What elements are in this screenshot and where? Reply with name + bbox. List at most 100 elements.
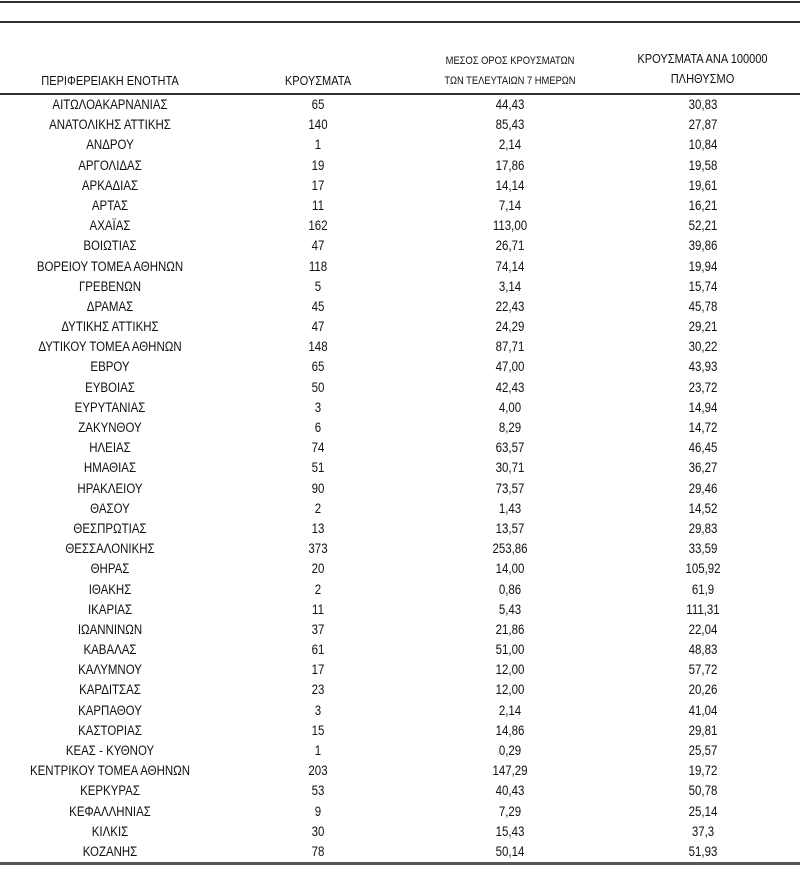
cell-region: ΚΑΡΠΑΘΟΥ (78, 702, 142, 718)
table-row: ΘΕΣΣΑΛΟΝΙΚΗΣ 373 253,86 33,59 (0, 539, 800, 559)
cell-cases: 2 (314, 500, 322, 516)
cell-avg7: 253,86 (492, 541, 528, 557)
header-region: ΠΕΡΙΦΕΡΕΙΑΚΗ ΕΝΟΤΗΤΑ (41, 73, 179, 88)
cell-avg7: 8,29 (498, 420, 522, 435)
cell-per100k: 23,72 (688, 379, 718, 395)
cell-per100k: 30,22 (688, 339, 718, 355)
cell-per100k: 39,86 (688, 238, 718, 254)
cell-avg7: 87,71 (495, 339, 525, 355)
cell-region: ΚΙΛΚΙΣ (91, 823, 129, 839)
table-row: ΔΥΤΙΚΟΥ ΤΟΜΕΑ ΑΘΗΝΩΝ 148 87,71 30,22 (0, 337, 800, 357)
cell-per100k: 15,74 (688, 278, 718, 294)
table-row: ΚΑΡΔΙΤΣΑΣ 23 12,00 20,26 (0, 680, 800, 700)
cell-per100k: 19,61 (688, 177, 718, 193)
table-row: ΙΚΑΡΙΑΣ 11 5,43 111,31 (0, 600, 800, 620)
cell-avg7: 0,29 (498, 743, 522, 758)
table-row: ΑΙΤΩΛΟΑΚΑΡΝΑΝΙΑΣ 65 44,43 30,83 (0, 95, 800, 115)
cell-per100k: 111,31 (686, 601, 720, 617)
cell-cases: 148 (308, 339, 328, 355)
cell-per100k: 22,04 (688, 621, 718, 637)
cell-region: ΑΡΤΑΣ (91, 197, 129, 213)
cell-avg7: 15,43 (495, 823, 525, 839)
cell-cases: 203 (308, 763, 328, 779)
table-row: ΚΟΖΑΝΗΣ 78 50,14 51,93 (0, 842, 800, 862)
cell-per100k: 29,21 (688, 319, 718, 335)
cell-per100k: 14,52 (688, 500, 718, 516)
cell-per100k: 30,83 (688, 97, 718, 112)
table-row: ΒΟΙΩΤΙΑΣ 47 26,71 39,86 (0, 236, 800, 256)
cell-avg7: 44,43 (495, 97, 525, 112)
table-row: ΑΝΑΤΟΛΙΚΗΣ ΑΤΤΙΚΗΣ 140 85,43 27,87 (0, 115, 800, 135)
cell-cases: 19 (311, 157, 325, 173)
cell-avg7: 14,14 (495, 177, 525, 193)
cell-per100k: 10,84 (688, 137, 718, 153)
cell-cases: 51 (311, 460, 325, 476)
table-row: ΚΕΑΣ - ΚΥΘΝΟΥ 1 0,29 25,57 (0, 741, 800, 761)
cell-cases: 17 (311, 662, 325, 678)
cell-avg7: 50,14 (495, 843, 525, 859)
cell-cases: 2 (314, 581, 322, 597)
cell-avg7: 42,43 (495, 379, 525, 395)
table-row: ΔΥΤΙΚΗΣ ΑΤΤΙΚΗΣ 47 24,29 29,21 (0, 317, 800, 337)
cell-cases: 6 (314, 420, 322, 435)
cell-region: ΘΕΣΠΡΩΤΙΑΣ (73, 520, 147, 536)
cell-avg7: 4,00 (498, 399, 522, 415)
cell-region: ΗΡΑΚΛΕΙΟΥ (77, 480, 143, 496)
cell-region: ΚΕΝΤΡΙΚΟΥ ΤΟΜΕΑ ΑΘΗΝΩΝ (29, 763, 191, 779)
cell-cases: 162 (308, 218, 328, 234)
cell-cases: 5 (314, 278, 322, 294)
cell-region: ΑΙΤΩΛΟΑΚΑΡΝΑΝΙΑΣ (52, 97, 168, 112)
cell-avg7: 47,00 (495, 359, 525, 375)
cell-per100k: 19,72 (688, 763, 718, 779)
table-row: ΒΟΡΕΙΟΥ ΤΟΜΕΑ ΑΘΗΝΩΝ 118 74,14 19,94 (0, 257, 800, 277)
cell-cases: 118 (308, 258, 328, 274)
cell-cases: 61 (311, 642, 325, 658)
cell-region: ΚΕΑΣ - ΚΥΘΝΟΥ (65, 743, 155, 758)
cell-cases: 65 (311, 97, 325, 112)
cell-per100k: 19,94 (688, 258, 718, 274)
cell-avg7: 30,71 (495, 460, 525, 476)
cell-region: ΓΡΕΒΕΝΩΝ (78, 278, 142, 294)
table-row: ΚΕΝΤΡΙΚΟΥ ΤΟΜΕΑ ΑΘΗΝΩΝ 203 147,29 19,72 (0, 761, 800, 781)
cell-per100k: 45,78 (688, 298, 718, 314)
table-row: ΕΥΡΥΤΑΝΙΑΣ 3 4,00 14,94 (0, 398, 800, 418)
table-row: ΑΡΤΑΣ 11 7,14 16,21 (0, 196, 800, 216)
cell-avg7: 3,14 (498, 278, 522, 294)
cell-per100k: 27,87 (688, 117, 718, 133)
cell-cases: 23 (311, 682, 325, 698)
cell-avg7: 12,00 (495, 662, 525, 678)
cell-cases: 74 (311, 440, 325, 456)
table-row: ΚΙΛΚΙΣ 30 15,43 37,3 (0, 822, 800, 842)
cell-cases: 50 (311, 379, 325, 395)
cell-cases: 53 (311, 783, 325, 799)
table-row: ΚΑΒΑΛΑΣ 61 51,00 48,83 (0, 640, 800, 660)
cell-region: ΚΑΡΔΙΤΣΑΣ (79, 682, 141, 698)
cell-avg7: 51,00 (495, 642, 525, 658)
table-row: ΙΘΑΚΗΣ 2 0,86 61,9 (0, 580, 800, 600)
cell-cases: 90 (311, 480, 325, 496)
cell-per100k: 57,72 (688, 662, 718, 678)
cell-avg7: 14,00 (495, 561, 525, 577)
cell-region: ΗΜΑΘΙΑΣ (83, 460, 137, 476)
cell-region: ΑΡΓΟΛΙΔΑΣ (78, 157, 142, 173)
table-header: ΠΕΡΙΦΕΡΕΙΑΚΗ ΕΝΟΤΗΤΑ ΚΡΟΥΣΜΑΤΑ ΜΕΣΟΣ ΟΡΟ… (0, 23, 800, 93)
cell-cases: 3 (314, 399, 322, 415)
cell-avg7: 5,43 (498, 601, 522, 617)
cell-per100k: 41,04 (688, 702, 718, 718)
header-avg7-line2: ΤΩΝ ΤΕΛΕΥΤΑΙΩΝ 7 ΗΜΕΡΩΝ (444, 75, 576, 87)
cell-region: ΕΒΡΟΥ (90, 359, 130, 375)
table-row: ΗΡΑΚΛΕΙΟΥ 90 73,57 29,46 (0, 479, 800, 499)
cell-avg7: 24,29 (495, 319, 525, 335)
cell-avg7: 17,86 (495, 157, 525, 173)
cell-avg7: 2,14 (498, 137, 522, 153)
table-row: ΑΝΔΡΟΥ 1 2,14 10,84 (0, 135, 800, 155)
table-row: ΔΡΑΜΑΣ 45 22,43 45,78 (0, 297, 800, 317)
cell-avg7: 147,29 (492, 763, 528, 779)
cell-cases: 11 (312, 601, 324, 617)
cell-cases: 1 (314, 137, 322, 153)
cell-avg7: 12,00 (495, 682, 525, 698)
table-row: ΙΩΑΝΝΙΝΩΝ 37 21,86 22,04 (0, 620, 800, 640)
cell-per100k: 20,26 (688, 682, 718, 698)
cell-region: ΕΥΡΥΤΑΝΙΑΣ (74, 399, 146, 415)
cell-region: ΗΛΕΙΑΣ (89, 440, 131, 456)
